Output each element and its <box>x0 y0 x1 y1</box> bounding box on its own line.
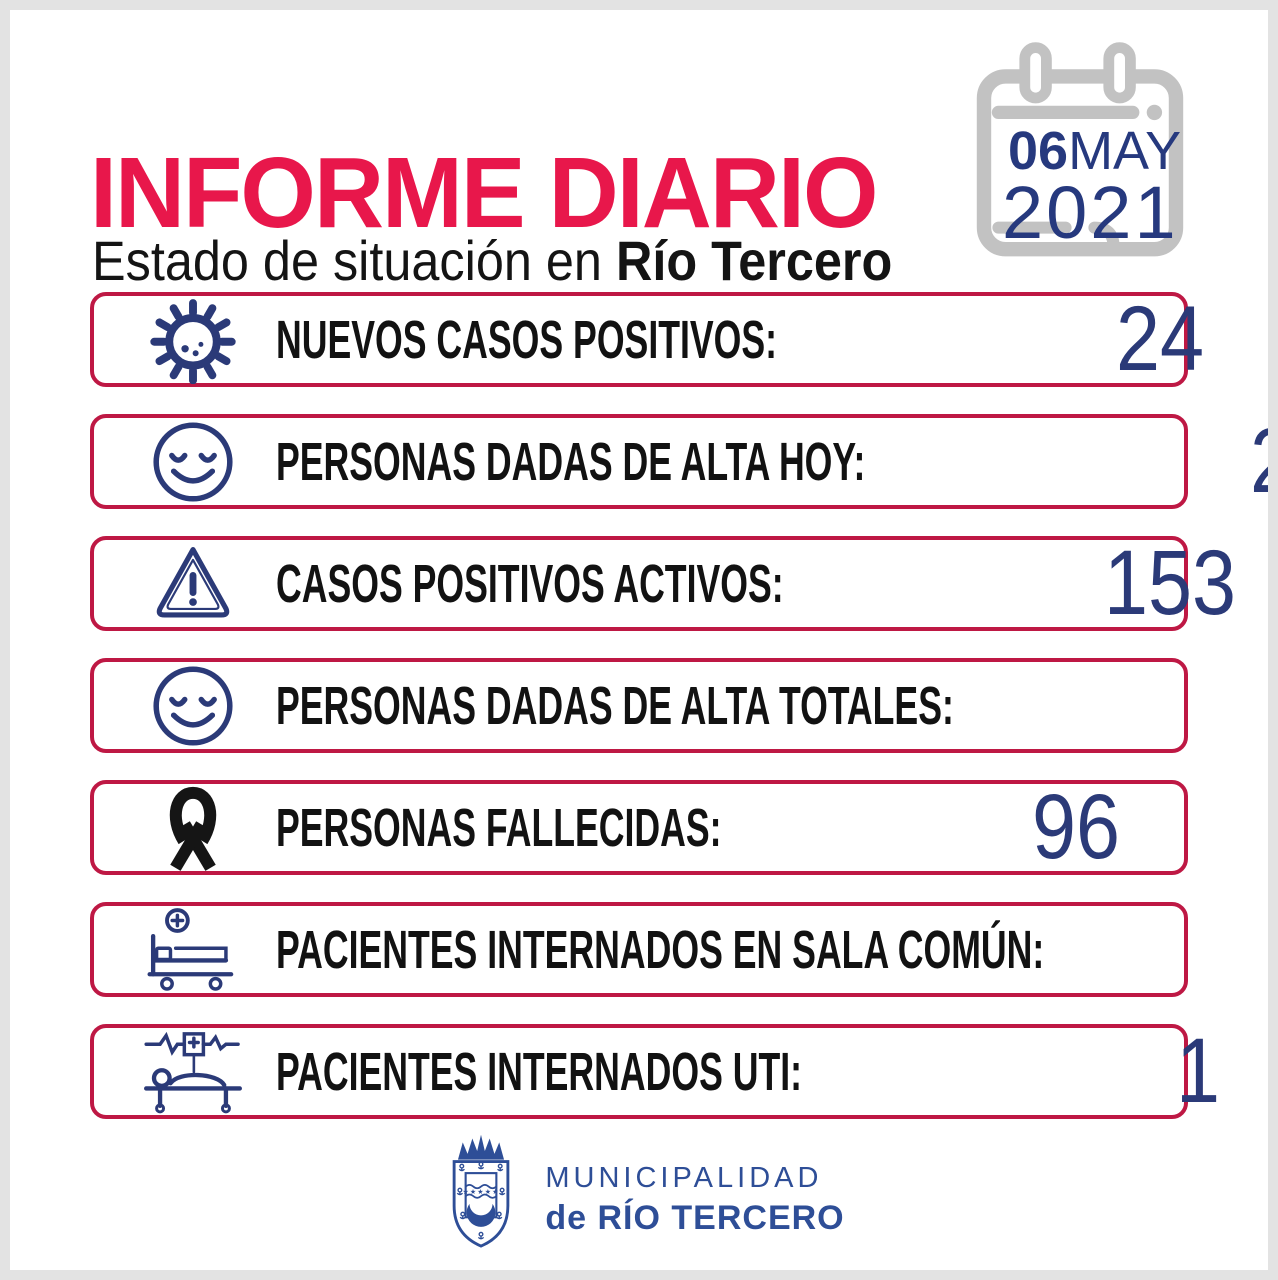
stat-value: 153 <box>1104 532 1237 634</box>
stat-label: PERSONAS DADAS DE ALTA HOY: <box>276 431 866 492</box>
calendar-month: MAY <box>1068 121 1182 181</box>
stat-row-internados-uti: PACIENTES INTERNADOS UTI: 1 <box>90 1020 1220 1122</box>
stats-list: NUEVOS CASOS POSITIVOS: 24 PERSONAS DADA… <box>90 288 1268 1122</box>
hospital-bed-icon <box>138 905 248 995</box>
smiley-icon <box>138 660 248 752</box>
stat-row-altas-totales: PERSONAS DADAS DE ALTA TOTALES: 4547 <box>90 658 1188 753</box>
page-subtitle: Estado de situación en Río Tercero <box>92 228 892 293</box>
stat-label: CASOS POSITIVOS ACTIVOS: <box>276 553 784 614</box>
stat-value: 24 <box>1116 288 1205 390</box>
mourning-ribbon-icon <box>138 780 248 876</box>
warning-icon <box>138 541 248 627</box>
icu-bed-icon <box>138 1026 248 1118</box>
stat-row-nuevos-casos-positivos: NUEVOS CASOS POSITIVOS: 24 <box>90 288 1204 390</box>
stat-label: PACIENTES INTERNADOS UTI: <box>276 1041 803 1102</box>
stat-row-casos-activos: CASOS POSITIVOS ACTIVOS: 153 <box>90 532 1236 634</box>
municipality-name: MUNICIPALIDAD de RÍO TERCERO <box>545 1162 844 1238</box>
stat-row-fallecidos: PERSONAS FALLECIDAS: 96 <box>90 776 1188 878</box>
stat-label: PACIENTES INTERNADOS EN SALA COMÚN: <box>276 919 1045 980</box>
stat-value: 20 <box>1187 409 1268 514</box>
subtitle-prefix: Estado de situación en <box>92 229 616 292</box>
stat-label: PERSONAS FALLECIDAS: <box>276 797 722 858</box>
municipality-crest-logo: ★★★★★ <box>453 1134 510 1248</box>
smiley-icon <box>138 416 248 508</box>
subtitle-city: Río Tercero <box>615 229 893 292</box>
svg-text:★★★★★: ★★★★★ <box>463 1187 500 1196</box>
org-line2: de RÍO TERCERO <box>545 1199 845 1237</box>
stat-value: 96 <box>1032 776 1121 878</box>
calendar-day-month: 06MAY <box>1008 120 1181 182</box>
stat-value: 1 <box>1176 1020 1221 1122</box>
calendar-icon <box>976 42 1184 257</box>
stat-row-altas-hoy: PERSONAS DADAS DE ALTA HOY: 20 <box>90 410 1268 512</box>
footer: ★★★★★ MUNICIPALIDAD de RÍO TERCERO <box>10 1132 1268 1268</box>
calendar-date-badge: 06MAY 2021 <box>960 38 1200 278</box>
stat-label: PERSONAS DADAS DE ALTA TOTALES: <box>276 675 954 736</box>
virus-icon <box>138 296 248 384</box>
page-title: INFORME DIARIO <box>90 137 878 249</box>
stat-label: NUEVOS CASOS POSITIVOS: <box>276 309 778 370</box>
calendar-day: 06 <box>1008 121 1069 181</box>
org-line1: MUNICIPALIDAD <box>545 1162 823 1194</box>
calendar-year: 2021 <box>1002 171 1179 254</box>
stat-row-internados-sala-comun: PACIENTES INTERNADOS EN SALA COMÚN: 5 <box>90 902 1188 997</box>
